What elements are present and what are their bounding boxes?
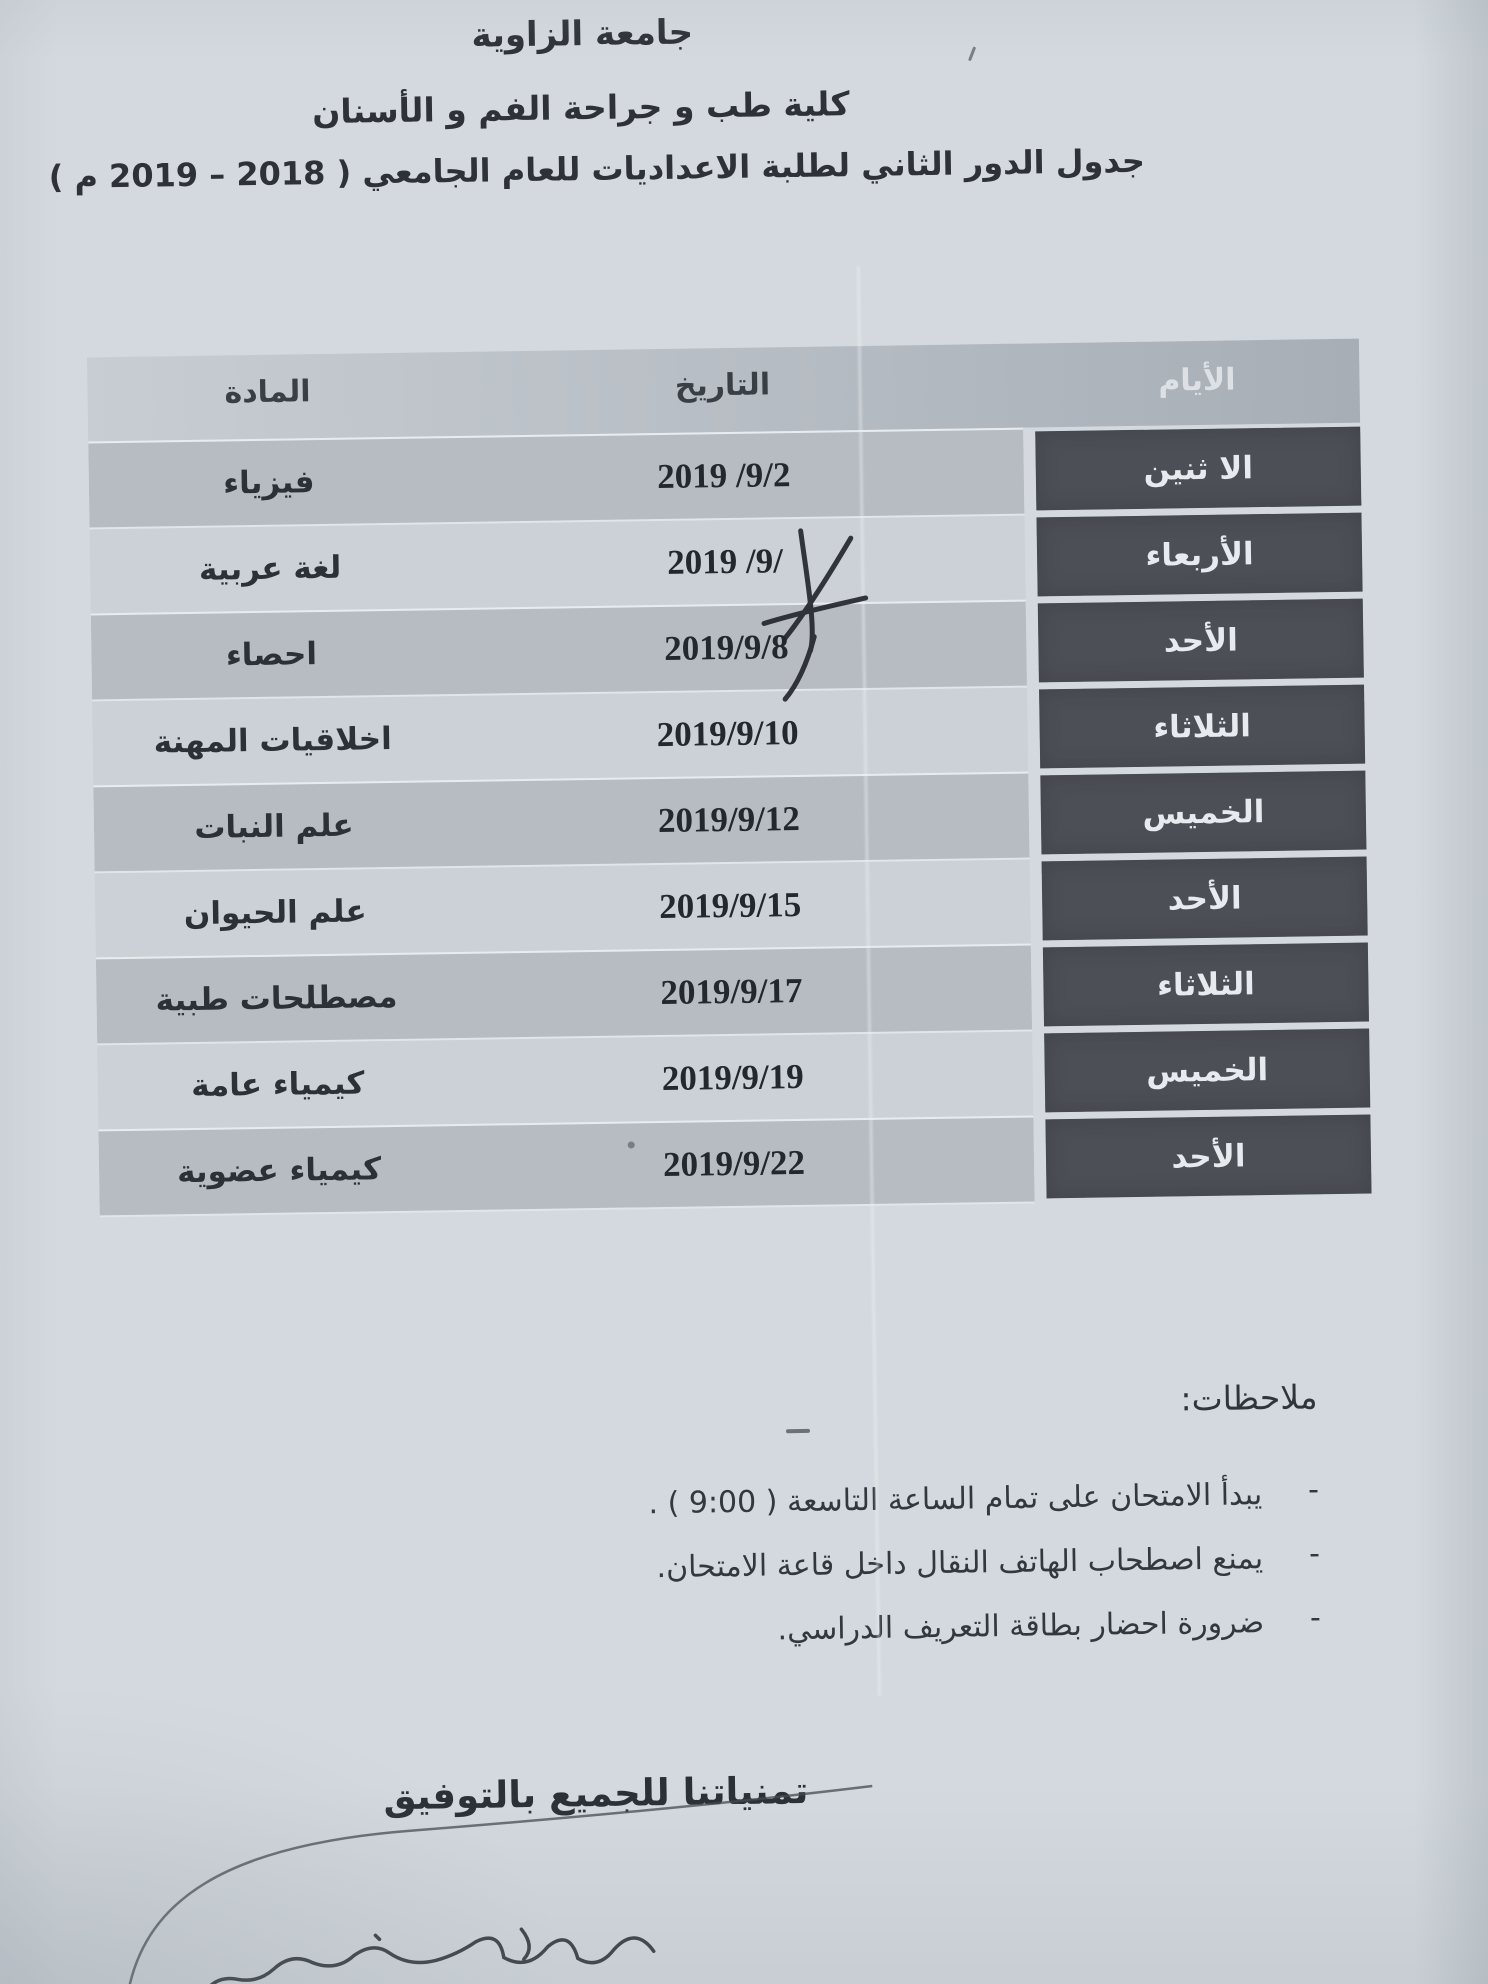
bullet-dash: - — [1307, 1472, 1320, 1508]
day-cell: الثلاثاء — [1042, 942, 1369, 1027]
subject-cell: كيمياء عضوية — [176, 1151, 382, 1191]
day-cell: الأحد — [1045, 1114, 1372, 1199]
subject-cell: كيمياء عامة — [190, 1065, 365, 1105]
day-cell: الخميس — [1044, 1028, 1371, 1113]
row-band: كيمياء عضوية 2019/9/22 — [98, 1117, 1035, 1216]
pen-dot-mark — [627, 1141, 635, 1149]
bullet-dash: - — [1309, 1600, 1322, 1636]
notes-heading: ملاحظات: — [1180, 1377, 1318, 1419]
date-cell: 2019/9/15 — [658, 884, 802, 927]
subject-cell: فيزياء — [222, 464, 315, 502]
subject-cell: مصطلحات طبية — [155, 978, 398, 1019]
note-item: -ضرورة احضار بطاقة التعريف الدراسي. — [371, 1590, 1322, 1668]
date-cell: 2019/9/10 — [656, 712, 799, 755]
date-cell: 2019/9/22 — [662, 1142, 806, 1185]
handwritten-date-correction — [761, 528, 869, 702]
table-row: كيمياء عضوية 2019/9/22 الأحد — [98, 1111, 1372, 1216]
date-cell: 2019 /9/ — [666, 541, 784, 582]
bullet-dash: - — [1308, 1536, 1321, 1572]
header-date: التاريخ — [674, 367, 771, 404]
notes-section: ملاحظات: -يبدأ الامتحان على تمام الساعة … — [367, 1377, 1321, 1668]
date-cell: 2019/9/12 — [657, 798, 801, 841]
date-cell: 2019/9/8 — [663, 627, 789, 668]
day-cell: الأحد — [1041, 856, 1368, 941]
day-cell: الأربعاء — [1036, 512, 1363, 597]
date-cell: 2019/9/19 — [661, 1056, 805, 1099]
date-cell: 2019 /9/2 — [656, 455, 791, 497]
row-band: لغة عربية 2019 /9/ — [89, 515, 1026, 614]
row-band: كيمياء عامة 2019/9/19 — [97, 1031, 1034, 1130]
row-band: احصاء 2019/9/8 — [90, 601, 1027, 700]
signature-scribble — [206, 1927, 656, 1984]
day-cell: الثلاثاء — [1039, 684, 1366, 769]
row-band: مصطلحات طبية 2019/9/17 — [95, 945, 1033, 1044]
day-cell: الأحد — [1037, 598, 1364, 683]
row-band: علم الحيوان 2019/9/15 — [94, 859, 1031, 958]
subject-cell: اخلاقيات المهنة — [153, 721, 392, 761]
pen-tick-mark — [967, 46, 977, 62]
subject-cell: احصاء — [225, 636, 318, 674]
row-band: اخلاقيات المهنة 2019/9/10 — [92, 687, 1029, 786]
row-band: فيزياء 2019 /9/2 — [88, 429, 1025, 528]
university-name: جامعة الزاوية — [471, 12, 694, 56]
row-band: علم النبات 2019/9/12 — [93, 773, 1030, 872]
pen-dash-mark — [785, 1428, 811, 1434]
subject-cell: علم الحيوان — [183, 893, 367, 933]
subject-cell: لغة عربية — [198, 549, 342, 588]
schedule-title: جدول الدور الثاني لطلبة الاعداديات للعام… — [48, 141, 1146, 197]
header-subject: المادة — [224, 374, 311, 411]
day-cell: الخميس — [1040, 770, 1367, 855]
exam-schedule-table: المادة التاريخ الأيام فيزياء 2019 /9/2 ا… — [87, 338, 1372, 1216]
date-cell: 2019/9/17 — [660, 970, 803, 1013]
header-days: الأيام — [1158, 362, 1236, 399]
subject-cell: علم النبات — [194, 807, 354, 846]
faculty-name: كلية طب و جراحة الفم و الأسنان — [311, 84, 850, 132]
day-cell: الا ثنين — [1035, 426, 1362, 511]
pen-arc-scribble — [127, 1784, 873, 1984]
